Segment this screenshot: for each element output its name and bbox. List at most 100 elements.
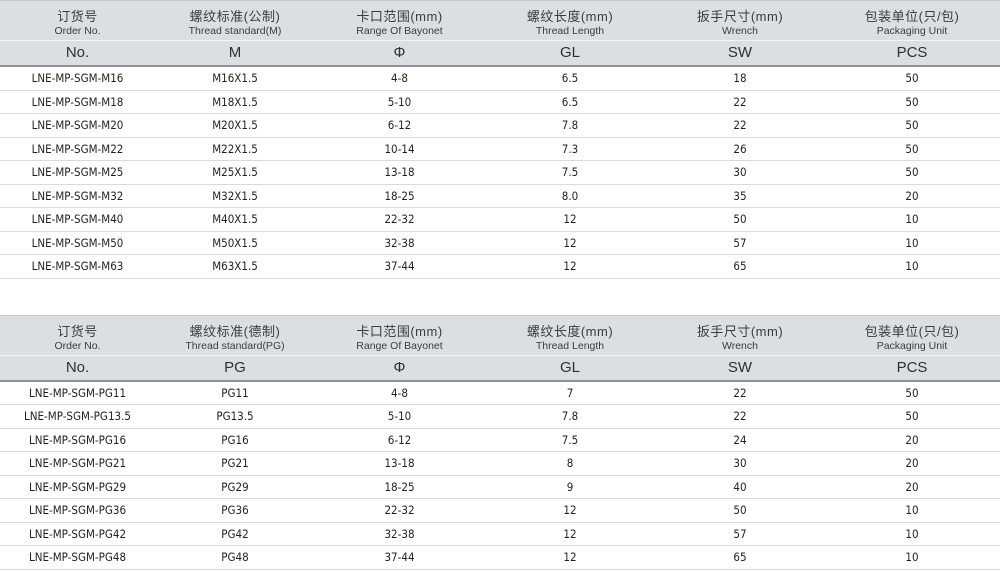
table-body: LNE-MP-SGM-M16 M16X1.5 4-8 6.5 18 50 LNE-MP-SG… [0,67,1000,279]
column-title-en: Wrench [722,339,758,352]
table-cell: 18-25 [384,188,415,203]
table-cell: 18 [733,71,747,85]
table-cell: 12 [563,550,577,564]
column-code: No. [65,44,90,61]
table-row: LNE-MP-SGM-PG29 PG29 18-25 9 40 20 [0,476,1000,499]
header-cell: 包装单位(只/包) Packaging Unit [824,323,1000,355]
table-cell: 50 [905,409,919,423]
table-cell: 12 [563,503,577,517]
metric-thread-spec-table: 订货号 Order No. 螺纹标准(公制) Thread standard(M) 卡口… [0,0,1000,279]
column-title-en: Thread Length [535,25,605,37]
table-cell: 10 [905,503,919,517]
table-cell: 7.5 [561,165,579,179]
table-cell: LNE-MP-SGM-PG36 [28,503,127,517]
table-cell: 12 [563,259,577,273]
table-row: LNE-MP-SGM-PG21 PG21 13-18 8 30 20 [0,452,1000,476]
table-cell: PG42 [221,526,249,541]
table-cell: 13-18 [384,456,415,470]
header-cell: 卡口范围(mm) Range Of Bayonet [315,8,484,40]
table-cell: 12 [563,212,577,226]
header-names-row: 订货号 Order No. 螺纹标准(公制) Thread standard(M) 卡口… [0,1,1000,41]
table-cell: 50 [733,212,747,226]
column-title-en: Thread standard(PG) [185,339,285,352]
table-cell: LNE-MP-SGM-M22 [31,141,124,156]
table-cell: 12 [563,235,577,250]
table-cell: 10 [905,212,919,226]
table-cell: LNE-MP-SGM-PG13.5 [24,409,131,423]
header-cell: 螺纹标准(公制) Thread standard(M) [155,8,315,40]
column-code: PCS [896,358,928,376]
table-cell: 10 [905,235,919,250]
column-title-en: Thread standard(M) [188,25,282,37]
column-title-en: Thread Length [535,339,605,352]
header-names-row: 订货号 Order No. 螺纹标准(德制) Thread standard(PG) 卡… [0,316,1000,356]
table-cell: 9 [566,479,574,494]
column-title-cn: 螺纹标准(公制) [189,9,281,24]
table-cell: 40 [733,479,747,494]
table-cell: LNE-MP-SGM-PG21 [28,456,127,470]
table-cell: M16X1.5 [212,71,258,85]
header-cell: 扳手尺寸(mm) Wrench [656,323,824,355]
column-code: GL [559,358,580,376]
header-cell: 订货号 Order No. [0,8,155,40]
table-cell: 22-32 [384,212,415,226]
table-row: LNE-MP-SGM-M40 M40X1.5 22-32 12 50 10 [0,208,1000,232]
table-cell: LNE-MP-SGM-PG11 [28,385,127,400]
column-title-cn: 包装单位(只/包) [864,9,960,24]
table-cell: 5-10 [387,409,412,423]
column-title-en: Range Of Bayonet [356,25,443,37]
table-header: 订货号 Order No. 螺纹标准(德制) Thread standard(PG) 卡… [0,314,1000,382]
table-cell: 32-38 [384,235,415,250]
table-cell: 24 [733,432,747,447]
table-cell: M18X1.5 [212,94,258,109]
column-title-cn: 螺纹长度(mm) [526,323,614,339]
table-cell: LNE-MP-SGM-PG16 [28,432,127,447]
table-cell: 50 [905,385,919,400]
table-cell: 32-38 [384,526,415,541]
column-title-en: Packaging Unit [876,25,948,37]
table-row: LNE-MP-SGM-M20 M20X1.5 6-12 7.8 22 50 [0,114,1000,138]
table-cell: 12 [563,526,577,541]
table-cell: 7.8 [561,118,579,132]
table-cell: 65 [733,550,747,564]
column-title-en: Order No. [54,25,101,37]
header-cell: 卡口范围(mm) Range Of Bayonet [315,323,484,355]
table-cell: 10 [905,526,919,541]
table-cell: PG13.5 [216,409,254,423]
table-cell: 22 [733,385,747,400]
header-cell: 扳手尺寸(mm) Wrench [656,8,824,40]
table-row: LNE-MP-SGM-M50 M50X1.5 32-38 12 57 10 [0,232,1000,255]
column-code: SW [727,44,753,61]
column-code: M [228,44,242,61]
header-cell: 包装单位(只/包) Packaging Unit [824,8,1000,40]
table-cell: 37-44 [384,550,415,564]
table-cell: LNE-MP-SGM-M63 [31,259,124,273]
table-cell: 57 [733,235,747,250]
table-cell: 7 [566,385,574,400]
table-cell: 22 [733,118,747,132]
table-cell: 6-12 [387,118,412,132]
table-cell: 50 [905,94,919,109]
table-cell: PG36 [221,503,249,517]
table-cell: 30 [733,456,747,470]
table-header: 订货号 Order No. 螺纹标准(公制) Thread standard(M) 卡口… [0,0,1000,67]
table-row: LNE-MP-SGM-M18 M18X1.5 5-10 6.5 22 50 [0,91,1000,114]
table-cell: 13-18 [384,165,415,179]
table-cell: M22X1.5 [212,141,258,156]
table-cell: LNE-MP-SGM-PG48 [28,550,127,564]
table-cell: 20 [905,188,919,203]
table-cell: 7.8 [561,409,579,423]
column-title-cn: 订货号 [57,9,98,24]
table-cell: 35 [733,188,747,203]
header-cell: 订货号 Order No. [0,323,155,355]
table-cell: 6.5 [561,71,579,85]
table-cell: LNE-MP-SGM-M18 [31,94,124,109]
table-row: LNE-MP-SGM-PG11 PG11 4-8 7 22 50 [0,382,1000,405]
table-cell: 50 [905,71,919,85]
table-cell: LNE-MP-SGM-M32 [31,188,124,203]
table-cell: 10 [905,550,919,564]
table-cell: 26 [733,141,747,156]
table-cell: M50X1.5 [212,235,258,250]
table-cell: 5-10 [387,94,412,109]
table-cell: LNE-MP-SGM-M40 [31,212,124,226]
